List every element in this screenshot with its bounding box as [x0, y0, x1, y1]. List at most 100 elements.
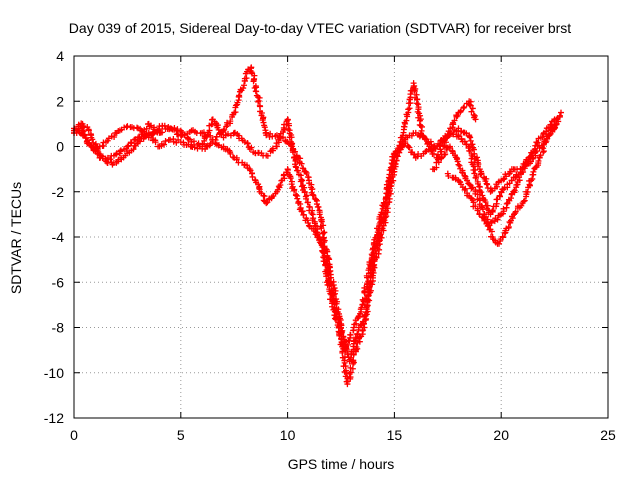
- data-point: [80, 123, 87, 130]
- data-point: [304, 199, 311, 206]
- data-point: [293, 164, 300, 171]
- data-point: [558, 109, 565, 116]
- data-point: [161, 122, 168, 129]
- data-point: [353, 344, 360, 351]
- data-point: [347, 331, 354, 338]
- data-point: [551, 116, 558, 123]
- data-point: [111, 133, 118, 140]
- data-point: [451, 117, 458, 124]
- data-point: [365, 278, 372, 285]
- data-point: [350, 357, 357, 364]
- data-point: [443, 135, 450, 142]
- data-point: [362, 295, 369, 302]
- data-point: [264, 152, 271, 159]
- data-point: [489, 207, 496, 214]
- data-point: [468, 185, 475, 192]
- data-point: [243, 162, 250, 169]
- data-point: [392, 161, 399, 168]
- data-point: [298, 208, 305, 215]
- data-point: [521, 197, 528, 204]
- data-point: [325, 272, 332, 279]
- data-point: [313, 196, 320, 203]
- data-point: [488, 228, 495, 235]
- data-point: [503, 200, 510, 207]
- data-point: [250, 78, 257, 85]
- data-point: [454, 158, 461, 165]
- data-point: [452, 176, 459, 183]
- data-point: [395, 144, 402, 151]
- data-point: [291, 187, 298, 194]
- data-point: [436, 142, 443, 149]
- data-point: [494, 196, 501, 203]
- data-point: [289, 140, 296, 147]
- data-point: [244, 140, 251, 147]
- data-point: [230, 154, 237, 161]
- data-point: [454, 112, 461, 119]
- data-point: [461, 186, 468, 193]
- data-point: [468, 108, 475, 115]
- data-point: [323, 256, 330, 263]
- data-point: [484, 181, 491, 188]
- data-point: [482, 199, 489, 206]
- data-point: [316, 211, 323, 218]
- data-point: [255, 98, 262, 105]
- data-point: [315, 234, 322, 241]
- data-point: [257, 103, 264, 110]
- data-point: [535, 158, 542, 165]
- data-point: [161, 141, 168, 148]
- data-point: [519, 166, 526, 173]
- data-point: [525, 154, 532, 161]
- data-point: [464, 177, 471, 184]
- data-points: [71, 64, 565, 388]
- data-point: [553, 120, 560, 127]
- data-point: [256, 94, 263, 101]
- data-point: [315, 204, 322, 211]
- data-point: [303, 195, 310, 202]
- data-point: [540, 145, 547, 152]
- data-point: [417, 122, 424, 129]
- data-point: [405, 106, 412, 113]
- data-point: [134, 124, 141, 131]
- data-point: [290, 149, 297, 156]
- data-point: [95, 149, 102, 156]
- data-point: [344, 375, 351, 382]
- data-point: [338, 339, 345, 346]
- data-point: [117, 148, 124, 155]
- data-point: [420, 132, 427, 139]
- data-point: [386, 167, 393, 174]
- data-point: [378, 209, 385, 216]
- x-tick-label: 0: [70, 427, 78, 443]
- data-point: [261, 193, 268, 200]
- data-point: [556, 112, 563, 119]
- data-point: [341, 359, 348, 366]
- data-point: [461, 104, 468, 111]
- data-point: [314, 230, 321, 237]
- data-point: [162, 138, 169, 145]
- y-tick-label: -8: [52, 320, 65, 336]
- data-point: [277, 181, 284, 188]
- data-point: [479, 213, 486, 220]
- data-point: [130, 146, 137, 153]
- data-point: [478, 189, 485, 196]
- data-point: [367, 287, 374, 294]
- data-point: [510, 188, 517, 195]
- data-point: [159, 129, 166, 136]
- data-point: [500, 176, 507, 183]
- data-point: [363, 311, 370, 318]
- data-point: [325, 264, 332, 271]
- data-point: [425, 139, 432, 146]
- data-point: [394, 153, 401, 160]
- data-point: [309, 186, 316, 193]
- data-point: [403, 117, 410, 124]
- y-tick-label: -10: [44, 365, 64, 381]
- data-point: [518, 202, 525, 209]
- data-point: [240, 85, 247, 92]
- data-point: [299, 165, 306, 172]
- data-point: [466, 181, 473, 188]
- data-point: [467, 148, 474, 155]
- data-point: [546, 132, 553, 139]
- data-point: [406, 144, 413, 151]
- y-tick-label: 0: [56, 139, 64, 155]
- data-point: [227, 118, 234, 125]
- data-point: [248, 144, 255, 151]
